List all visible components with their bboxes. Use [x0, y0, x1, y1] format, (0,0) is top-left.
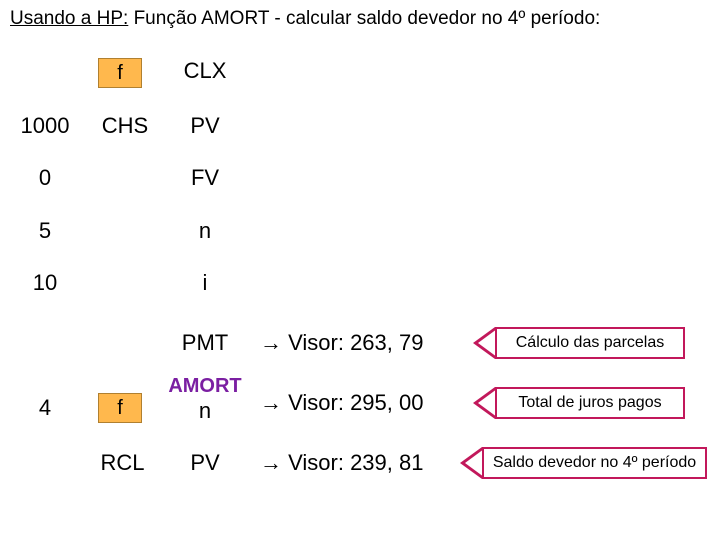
val-10: 10	[10, 270, 80, 296]
val-5: 5	[10, 218, 80, 244]
page-title: Usando a HP: Função AMORT - calcular sal…	[10, 8, 600, 30]
i-key: i	[165, 270, 245, 296]
chs-key: CHS	[90, 113, 160, 139]
fv-key: FV	[165, 165, 245, 191]
val-1000: 1000	[10, 113, 80, 139]
val-4: 4	[10, 395, 80, 421]
pmt-key: PMT	[165, 330, 245, 356]
row-f-clx: f	[98, 58, 142, 88]
visor-1: Visor: 263, 79	[282, 330, 423, 355]
arrow-3: →	[260, 450, 282, 475]
val-0: 0	[10, 165, 80, 191]
callout-2: Total de juros pagos	[495, 387, 685, 419]
arrow-2: →	[260, 390, 282, 415]
pv-key-2: PV	[165, 450, 245, 476]
callout-3: Saldo devedor no 4º período	[482, 447, 707, 479]
title-rest: Função AMORT - calcular saldo devedor no…	[128, 8, 600, 29]
result-2: → Visor: 295, 00	[260, 390, 423, 416]
result-3: → Visor: 239, 81	[260, 450, 423, 476]
n-key: n	[165, 218, 245, 244]
arrow-1: →	[260, 330, 282, 355]
row-f-amort: f	[98, 393, 142, 423]
visor-3: Visor: 239, 81	[282, 450, 423, 475]
title-underlined: Usando a HP:	[10, 8, 128, 29]
rcl-key: RCL	[85, 450, 160, 476]
callout-1: Cálculo das parcelas	[495, 327, 685, 359]
visor-2: Visor: 295, 00	[282, 390, 423, 415]
clx-key: CLX	[165, 58, 245, 84]
pv-key-1: PV	[165, 113, 245, 139]
amort-key: AMORT	[160, 375, 250, 398]
result-1: → Visor: 263, 79	[260, 330, 423, 356]
f-key-1: f	[98, 58, 142, 88]
f-key-2: f	[98, 393, 142, 423]
amort-n-key: n	[165, 398, 245, 424]
